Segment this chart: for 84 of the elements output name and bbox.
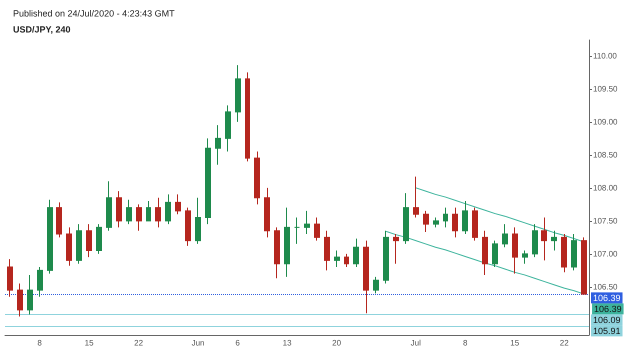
y-tick-label: 109.00 xyxy=(593,117,618,126)
y-tick-label: 108.00 xyxy=(593,183,618,192)
y-tick-label: 109.50 xyxy=(593,84,618,94)
ref-line-label: 106.39 xyxy=(593,292,621,303)
candlestick xyxy=(452,207,458,238)
candlestick xyxy=(492,240,498,268)
x-tick-label: 8 xyxy=(37,338,42,348)
candlestick xyxy=(423,210,429,233)
candlestick xyxy=(462,200,468,235)
candlestick xyxy=(581,236,587,296)
data-label: 106.39 xyxy=(594,304,622,314)
candlestick xyxy=(443,207,448,228)
candlestick xyxy=(502,224,508,248)
candlestick xyxy=(571,234,577,271)
candlestick xyxy=(254,151,260,205)
candlestick xyxy=(175,194,181,215)
candlestick xyxy=(551,230,557,252)
candlestick xyxy=(66,226,72,266)
candlestick xyxy=(7,258,13,298)
candlestick xyxy=(393,234,399,264)
candlestick xyxy=(522,250,528,264)
candlestick xyxy=(17,283,23,318)
y-tick-label: 110.00 xyxy=(593,51,618,60)
candlestick xyxy=(195,197,201,244)
candlestick xyxy=(146,200,151,222)
candlestick xyxy=(294,217,300,244)
candlestick xyxy=(215,124,221,166)
candlestick xyxy=(274,226,280,279)
candlestick xyxy=(37,266,43,298)
candlestick xyxy=(106,180,112,232)
y-tick-label: 108.50 xyxy=(593,150,618,160)
candlestick xyxy=(96,224,102,254)
candlestick xyxy=(324,230,330,271)
candlestick xyxy=(413,176,419,218)
x-tick-label: 15 xyxy=(84,338,94,348)
x-tick-label: Jul xyxy=(410,338,422,348)
x-tick-label: Jun xyxy=(192,338,204,348)
candlestick xyxy=(165,194,171,225)
candlestick xyxy=(86,224,92,258)
candlestick xyxy=(363,240,369,314)
candlestick xyxy=(304,210,310,235)
candlestick xyxy=(561,234,567,273)
candlestick xyxy=(532,224,538,258)
candlestick xyxy=(383,230,389,284)
candlestick xyxy=(47,199,53,274)
candlestick xyxy=(116,190,122,228)
candlestick xyxy=(264,187,270,238)
candlestick xyxy=(433,217,439,228)
y-tick-label: 106.50 xyxy=(593,282,618,292)
x-tick-label: 6 xyxy=(235,338,240,348)
candlestick xyxy=(205,138,211,225)
candlestick xyxy=(472,207,478,242)
candlestick xyxy=(344,253,349,268)
candlestick xyxy=(373,276,379,294)
candlestick xyxy=(314,217,320,242)
candlestick xyxy=(284,207,290,278)
x-tick-label: 22 xyxy=(134,338,144,348)
candlestick xyxy=(136,204,142,232)
ref-line-label: 106.09 xyxy=(593,314,621,325)
candlestick xyxy=(541,217,547,261)
candlestick xyxy=(56,202,62,238)
x-tick-label: 8 xyxy=(463,338,468,348)
candlestick xyxy=(482,230,488,276)
candlestick xyxy=(353,238,359,268)
candlestick xyxy=(403,192,409,244)
candlestick xyxy=(334,250,340,268)
candlestick xyxy=(225,104,231,152)
candlestick xyxy=(126,199,132,225)
x-tick-label: 22 xyxy=(560,338,570,348)
chart-title: USD/JPY, 240 xyxy=(13,24,71,34)
x-tick-label: 13 xyxy=(282,338,292,348)
candlestick xyxy=(235,64,241,122)
candlestick xyxy=(185,207,191,246)
y-tick-label: 107.00 xyxy=(593,249,618,258)
y-tick-label: 107.50 xyxy=(593,216,618,226)
x-tick-label: 15 xyxy=(510,338,520,348)
ref-line-label: 105.91 xyxy=(593,326,621,336)
candlestick xyxy=(155,197,161,228)
candlestick xyxy=(245,72,250,162)
chart-subtitle: Published on 24/Jul/2020 - 4:23:43 GMT xyxy=(13,8,176,18)
candlestick xyxy=(27,274,33,316)
x-tick-label: 20 xyxy=(332,338,342,348)
candlestick xyxy=(512,226,518,274)
candlestick xyxy=(76,224,82,264)
